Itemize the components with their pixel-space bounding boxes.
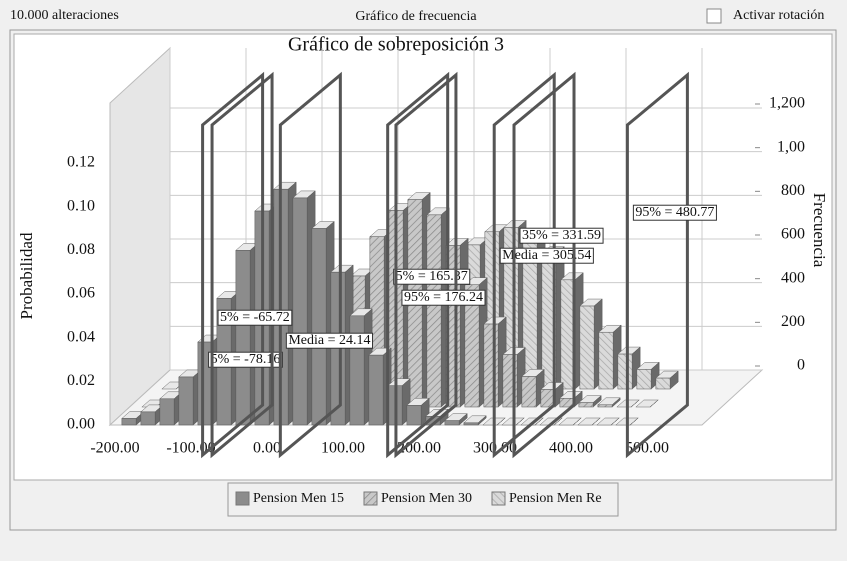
x-tick-label: -200.00 (90, 440, 139, 457)
bar-side (629, 417, 639, 426)
y2-tick-label: 1,200 (769, 95, 805, 112)
marker-label: 5% = 165.37 (396, 269, 468, 284)
x-tick-label: 400.00 (549, 440, 593, 457)
bar (578, 402, 594, 408)
bar-side (610, 417, 620, 426)
legend-label: Pension Men Re (509, 491, 602, 506)
bar (464, 284, 480, 408)
rotation-checkbox[interactable] (706, 8, 722, 24)
bar-side (553, 417, 563, 426)
marker-label: 5% = -65.72 (220, 310, 290, 325)
legend-swatch (363, 491, 378, 506)
marker-label: Media = 305.54 (502, 248, 591, 263)
marker-box (632, 204, 717, 221)
bar (159, 398, 175, 426)
bar (406, 405, 422, 426)
bar (521, 376, 537, 408)
bar (349, 315, 365, 426)
bar (598, 331, 614, 390)
bar-side (572, 417, 582, 426)
left-wall (109, 46, 171, 427)
bar (121, 418, 137, 426)
marker-box (499, 247, 594, 264)
bar (463, 422, 479, 426)
marker-frame (210, 71, 274, 459)
bar-side (496, 417, 506, 426)
bar (178, 376, 194, 426)
y2-tick-label: 0 (797, 357, 805, 374)
marker-label: 5% = -78.16 (211, 352, 281, 367)
y2-label: Frecuencia (810, 193, 829, 268)
y2-tick-label: 600 (781, 226, 805, 243)
bar-side (534, 417, 544, 426)
y2-tick-label: 200 (781, 313, 805, 330)
marker-box (217, 309, 293, 326)
bar (444, 420, 460, 426)
marker-box (401, 289, 486, 306)
y2-tick-label: 800 (781, 182, 805, 199)
marker-frame (394, 71, 458, 459)
bar (292, 197, 308, 426)
marker-label: Media = 24.14 (288, 333, 370, 348)
bar (311, 228, 327, 426)
marker-box (208, 351, 283, 368)
bar-side (515, 417, 525, 426)
marker-box (519, 227, 604, 244)
bar-side (630, 399, 640, 408)
x-tick-label: 500.00 (625, 440, 669, 457)
y-label: Probabilidad (17, 232, 36, 319)
marker-frame (278, 71, 342, 459)
marker-label: 35% = 331.59 (522, 228, 601, 243)
y2-tick-label: 400 (781, 269, 805, 286)
bar (597, 404, 613, 408)
y2-tick-label: 1,00 (777, 138, 805, 155)
y-tick-label: 0.00 (67, 416, 95, 433)
bar (617, 353, 633, 390)
legend-label: Pension Men 15 (253, 491, 344, 506)
marker-frame (201, 71, 265, 459)
legend-swatch (491, 491, 506, 506)
y-tick-label: 0.02 (67, 372, 95, 389)
y-tick-label: 0.08 (67, 241, 95, 258)
marker-box (393, 268, 471, 285)
y-tick-label: 0.10 (67, 197, 95, 214)
bar (579, 305, 595, 390)
y-tick-label: 0.06 (67, 285, 95, 302)
marker-label: 95% = 480.77 (635, 205, 714, 220)
marker-frame (386, 71, 450, 459)
bar (655, 377, 671, 390)
bar-side (591, 417, 601, 426)
legend (227, 482, 619, 517)
legend-label: Pension Men 30 (381, 491, 472, 506)
bar-side (649, 399, 659, 408)
marker-box (285, 332, 374, 349)
bar (636, 369, 652, 390)
legend-swatch (235, 491, 250, 506)
marker-frame (492, 71, 556, 459)
bar (483, 323, 499, 408)
x-tick-label: 0.00 (253, 440, 281, 457)
marker-frame (512, 71, 576, 459)
bar (426, 214, 442, 408)
trials: 10.000 alteraciones (10, 8, 119, 23)
view-title: Gráfico de frecuencia (355, 9, 477, 24)
x-tick-label: 100.00 (321, 440, 365, 457)
y-tick-label: 0.04 (67, 328, 95, 345)
bar (140, 411, 156, 426)
marker-label: 95% = 176.24 (404, 290, 483, 305)
y-tick-label: 0.12 (67, 154, 95, 171)
x-tick-label: -100.00 (166, 440, 215, 457)
bar (368, 354, 384, 426)
rotation-label[interactable]: Activar rotación (733, 8, 824, 23)
chart-title: Gráfico de sobreposición 3 (288, 34, 504, 56)
marker-frame (625, 71, 689, 459)
bar (235, 250, 251, 426)
